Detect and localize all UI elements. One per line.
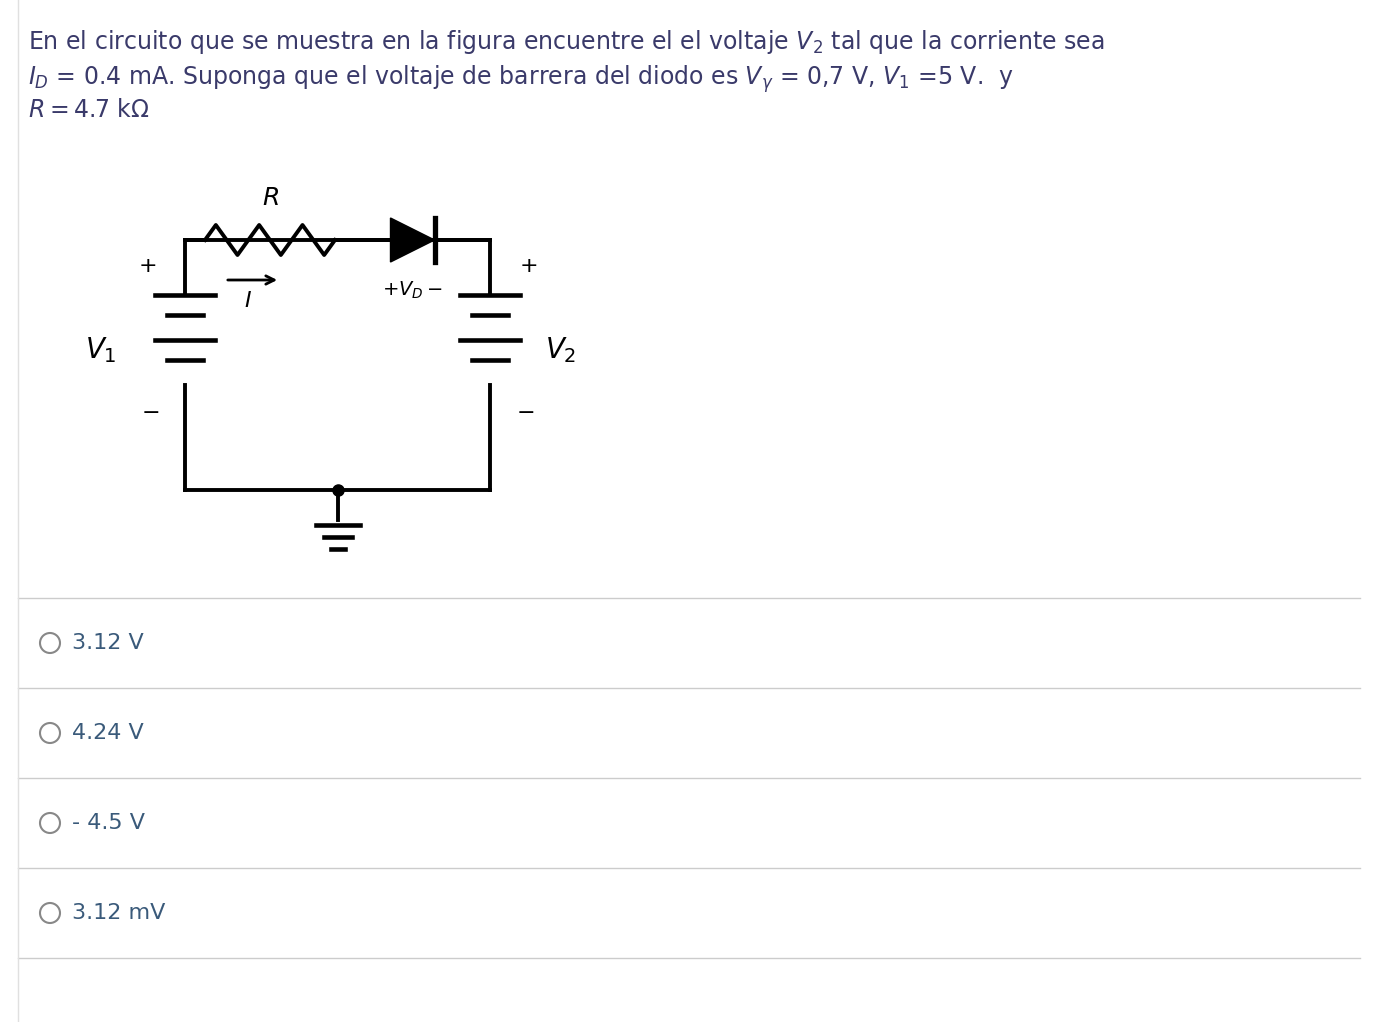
Text: $V_1$: $V_1$ [85, 335, 117, 365]
Text: $+ V_D -$: $+ V_D -$ [382, 280, 442, 301]
Text: $-$: $-$ [141, 400, 158, 422]
Text: 4.24 V: 4.24 V [72, 723, 143, 743]
Text: - 4.5 V: - 4.5 V [72, 812, 145, 833]
Polygon shape [390, 218, 434, 262]
Text: $-$: $-$ [515, 400, 535, 422]
Text: $I$: $I$ [244, 290, 251, 312]
Text: $R$: $R$ [262, 187, 278, 210]
Text: $V_2$: $V_2$ [546, 335, 576, 365]
Text: 3.12 mV: 3.12 mV [72, 903, 165, 923]
Text: 3.12 V: 3.12 V [72, 633, 143, 653]
Text: $I_D$ = 0.4 mA. Suponga que el voltaje de barrera del diodo es $V_{\gamma}$ = 0,: $I_D$ = 0.4 mA. Suponga que el voltaje d… [28, 63, 1014, 95]
Text: $R = 4.7$ k$\Omega$: $R = 4.7$ k$\Omega$ [28, 98, 149, 122]
Text: En el circuito que se muestra en la figura encuentre el el voltaje $V_2$ tal que: En el circuito que se muestra en la figu… [28, 28, 1105, 56]
Text: $+$: $+$ [520, 256, 537, 277]
Text: $+$: $+$ [138, 256, 156, 277]
